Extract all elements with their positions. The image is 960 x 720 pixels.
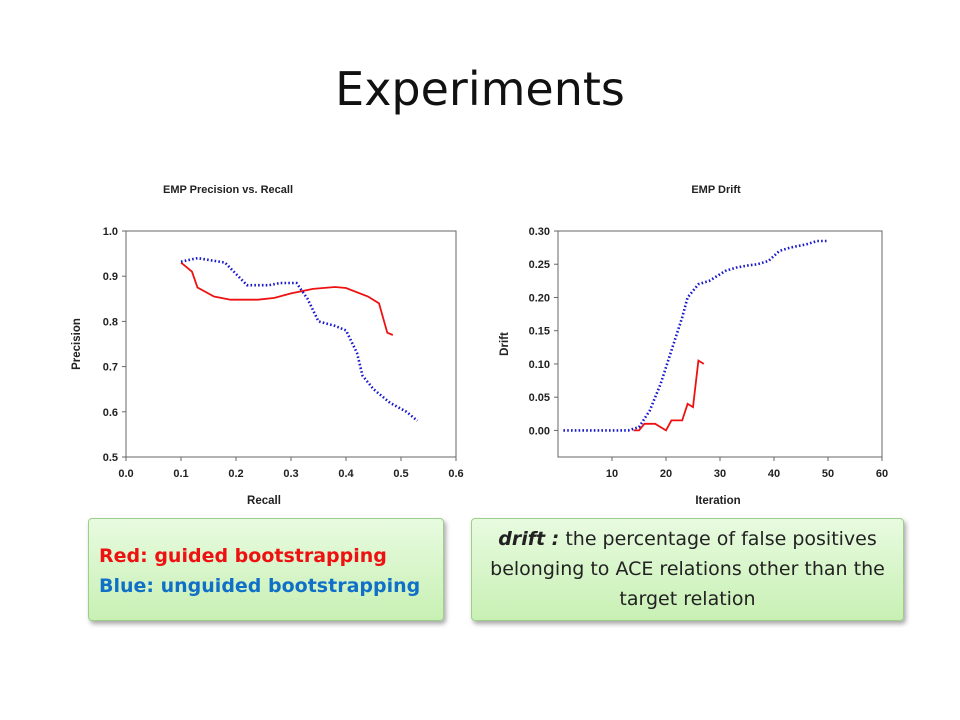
x-axis-label: Iteration: [695, 495, 740, 507]
y-tick-label: 0.00: [529, 425, 550, 437]
guided-series-line: [180, 261, 394, 336]
x-axis-label: Recall: [247, 495, 281, 507]
guided-legend-label: Red: guided bootstrapping: [99, 545, 387, 567]
y-tick-label: 0.10: [529, 359, 550, 371]
y-tick-label: 0.9: [103, 271, 118, 283]
x-tick-label: 20: [660, 468, 672, 480]
chart-title: EMP Precision vs. Recall: [163, 184, 293, 196]
y-tick-label: 0.25: [529, 259, 550, 271]
x-tick-label: 0.5: [393, 468, 408, 480]
unguided-legend-label: Blue: unguided bootstrapping: [99, 575, 421, 597]
guided-series-line: [633, 359, 705, 432]
x-tick-label: 0.4: [338, 468, 354, 480]
drift-chart: EMP Drift 0.00 0.05 0.10 0.15 0.20 0.25 0.30 10 2…: [499, 184, 888, 507]
y-tick-label: 0.20: [529, 292, 550, 304]
x-tick-label: 0.0: [118, 468, 133, 480]
unguided-series-line: [563, 239, 828, 432]
y-tick-label: 0.7: [103, 362, 118, 374]
y-axis-label: Drift: [499, 332, 511, 356]
drift-definition-text: the percentage of false positives belong…: [490, 528, 885, 610]
legend-note-box: Red: guided bootstrapping Blue: unguided…: [88, 518, 444, 621]
y-tick-label: 0.6: [103, 407, 118, 419]
y-tick-label: 0.05: [529, 392, 550, 404]
drift-definition-box: drift : the percentage of false positive…: [471, 518, 904, 621]
x-tick-label: 0.3: [283, 468, 298, 480]
unguided-series-line: [180, 256, 419, 422]
y-tick-label: 0.5: [103, 452, 118, 464]
y-tick-label: 0.8: [103, 316, 118, 328]
chart-title: EMP Drift: [691, 184, 741, 196]
plot-frame: [125, 230, 457, 458]
x-tick-label: 0.6: [448, 468, 463, 480]
x-tick-label: 10: [606, 468, 618, 480]
drift-term: drift :: [498, 528, 560, 550]
y-axis-label: Precision: [71, 318, 83, 370]
x-tick-label: 50: [822, 468, 834, 480]
x-tick-label: 0.1: [173, 468, 188, 480]
x-tick-label: 40: [768, 468, 780, 480]
precision-recall-chart: EMP Precision vs. Recall 0.5 0.6 0.7 0.8 0.9 1…: [71, 184, 464, 507]
x-tick-label: 30: [714, 468, 726, 480]
y-tick-label: 0.30: [529, 226, 550, 238]
plot-frame: [557, 230, 883, 458]
y-tick-label: 1.0: [103, 226, 118, 238]
y-tick-label: 0.15: [529, 326, 550, 338]
x-tick-label: 0.2: [228, 468, 243, 480]
slide-title: Experiments: [335, 62, 625, 116]
x-tick-label: 60: [876, 468, 888, 480]
